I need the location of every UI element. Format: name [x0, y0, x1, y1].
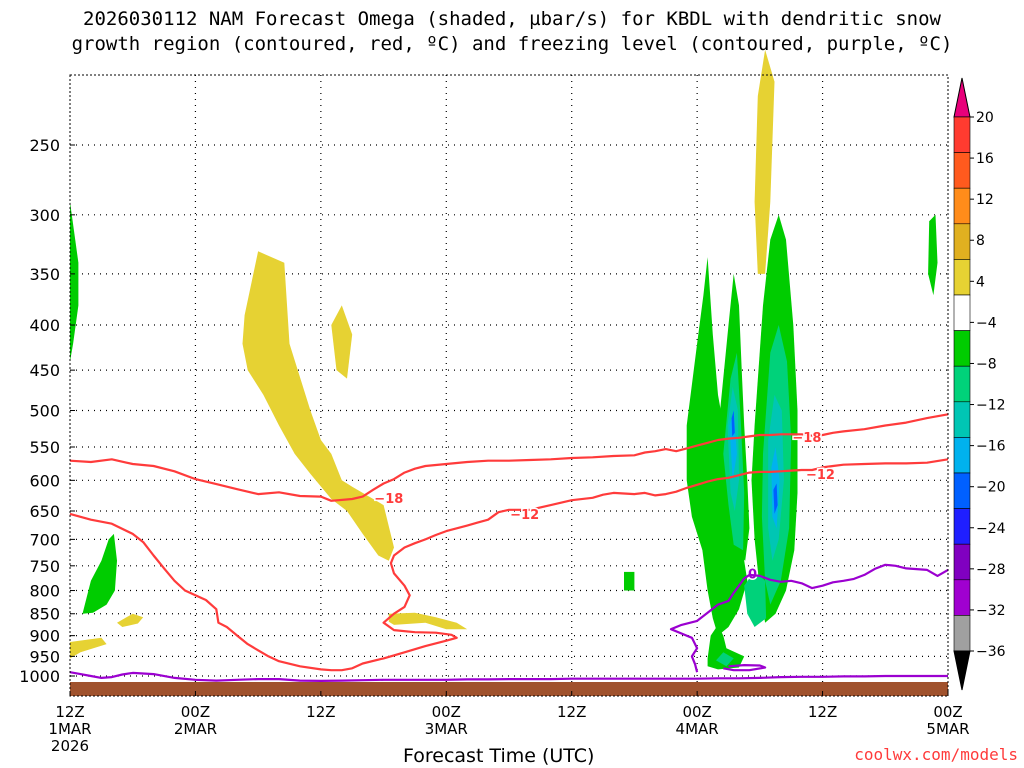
colorbar-label-6: −8 [976, 356, 997, 372]
omega-region-22 [773, 483, 778, 514]
colorbar-block-9 [953, 437, 971, 474]
omega-region-6 [70, 201, 79, 362]
x-tick-label-0-0: 12Z [55, 703, 84, 721]
x-tick-label-4-0: 12Z [557, 703, 586, 721]
y-tick-label-800: 800 [29, 582, 60, 601]
x-tick-label-3-0: 00Z [432, 703, 461, 721]
colorbar-bottom-arrow [953, 650, 971, 691]
colorbar-label-3: 8 [976, 233, 985, 249]
colorbar-block-2 [953, 187, 971, 225]
colorbar-label-9: −20 [976, 480, 1006, 496]
x-tick-label-5-0: 00Z [682, 703, 711, 721]
site-credit: coolwx.com/models [854, 745, 1018, 764]
ground-terrain-bar [70, 682, 948, 696]
x-tick-label-0-1: 1MAR [48, 720, 91, 738]
colorbar-block-0 [953, 116, 971, 153]
contour-label-0: −18 [374, 492, 403, 507]
colorbar-block-12 [953, 543, 971, 581]
contour-label-b-0: −18 [792, 431, 821, 446]
y-tick-label-400: 400 [29, 316, 60, 335]
y-tick-label-750: 750 [29, 557, 60, 576]
y-tick-label-350: 350 [29, 265, 60, 284]
x-tick-label-0-2: 2026 [51, 737, 89, 755]
colorbar-label-12: −32 [976, 603, 1006, 619]
colorbar-block-13 [953, 579, 971, 616]
colorbar-label-0: 20 [976, 110, 994, 126]
plot-frame [69, 74, 949, 697]
colorbar: 20 16 12 8 4 −4 −8 −12 −16 −20 −24 −28 −32 −36 [953, 77, 1006, 691]
colorbar-label-13: −36 [976, 644, 1006, 660]
chart-title-line-2: growth region (contoured, red, ºC) and f… [71, 33, 953, 55]
omega-region-7 [82, 533, 117, 614]
omega-region-9 [928, 214, 938, 296]
contour-3 [669, 563, 949, 673]
contour-label-b-1: −12 [806, 468, 835, 483]
contour-1 [69, 458, 949, 672]
isotherm-contours: −18−18−12−120 [69, 413, 949, 682]
colorbar-label-1: 16 [976, 151, 994, 167]
omega-region-1 [331, 305, 353, 379]
y-tick-label-250: 250 [29, 136, 60, 155]
colorbar-label-4: 4 [976, 274, 985, 290]
omega-region-4 [117, 613, 144, 627]
omega-region-13 [707, 624, 745, 670]
x-axis-label: Forecast Time (UTC) [403, 745, 595, 767]
colorbar-block-3 [953, 223, 971, 260]
omega-region-2 [388, 612, 468, 630]
colorbar-block-7 [953, 365, 971, 403]
colorbar-top-arrow [953, 77, 971, 118]
x-tick-label-1-0: 00Z [181, 703, 210, 721]
x-tick-label-3-1: 3MAR [425, 720, 468, 738]
y-tick-label-500: 500 [29, 402, 60, 421]
colorbar-block-4 [953, 259, 971, 296]
colorbar-label-5: −4 [976, 315, 997, 331]
colorbar-block-1 [953, 152, 971, 189]
y-tick-label-300: 300 [29, 206, 60, 225]
omega-region-23 [731, 410, 735, 437]
omega-region-17 [716, 652, 734, 667]
colorbar-block-5 [953, 294, 971, 331]
omega-region-0 [242, 251, 394, 561]
omega-region-5 [754, 49, 775, 274]
omega-region-8 [624, 571, 635, 591]
omega-region-16 [744, 570, 767, 627]
colorbar-label-8: −16 [976, 439, 1006, 455]
x-tick-label-7-1: 5MAR [926, 720, 969, 738]
contour-2 [69, 671, 948, 682]
x-tick-label-6-0: 12Z [808, 703, 837, 721]
colorbar-block-10 [953, 472, 971, 509]
y-tick-label-650: 650 [29, 502, 60, 521]
colorbar-label-2: 12 [976, 192, 994, 208]
colorbar-label-7: −12 [976, 398, 1006, 414]
axes: 250 300 350 400 450 500 550 600 650 700 750 800 850 9… [19, 136, 969, 755]
y-tick-label-450: 450 [29, 361, 60, 380]
y-tick-label-950: 950 [29, 647, 60, 666]
colorbar-block-11 [953, 508, 971, 545]
x-tick-label-5-1: 4MAR [676, 720, 719, 738]
omega-shading [70, 49, 938, 670]
colorbar-block-14 [953, 615, 971, 652]
y-tick-label-1000: 1000 [19, 667, 60, 686]
omega-region-20 [729, 410, 737, 481]
y-tick-label-700: 700 [29, 530, 60, 549]
y-tick-label-850: 850 [29, 605, 60, 624]
colorbar-label-10: −24 [976, 521, 1006, 537]
y-tick-label-900: 900 [29, 627, 60, 646]
x-tick-label-7-0: 00Z [933, 703, 962, 721]
x-tick-label-1-1: 2MAR [174, 720, 217, 738]
gridlines [70, 75, 948, 696]
y-tick-label-600: 600 [29, 471, 60, 490]
colorbar-label-11: −28 [976, 562, 1006, 578]
colorbar-block-8 [953, 401, 971, 438]
contour-0 [69, 413, 949, 502]
y-tick-label-550: 550 [29, 438, 60, 457]
chart-title-line-1: 2026030112 NAM Forecast Omega (shaded, µ… [83, 8, 941, 30]
omega-region-3 [70, 637, 107, 659]
omega-region-10 [686, 257, 748, 636]
colorbar-block-6 [953, 330, 971, 367]
x-tick-label-2-0: 12Z [306, 703, 335, 721]
contour-4 [723, 664, 767, 672]
contour-label-1: −12 [510, 508, 539, 523]
